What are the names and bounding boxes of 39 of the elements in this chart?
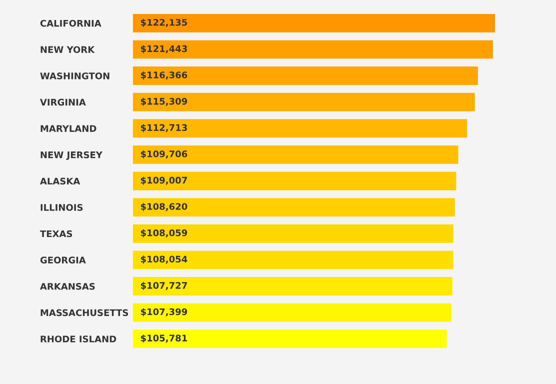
y-tick-label: RHODE ISLAND [40, 336, 116, 342]
y-tick-label: MARYLAND [40, 125, 96, 132]
data-label: $109,007 [140, 176, 187, 185]
data-label: $122,135 [140, 18, 188, 27]
y-tick-label: GEORGIA [40, 256, 86, 264]
data-label: $108,059 [140, 229, 188, 238]
bar [133, 66, 478, 85]
bar [133, 250, 454, 270]
y-tick-label: ARKANSAS [40, 282, 95, 290]
bar [133, 119, 468, 138]
bar [133, 303, 452, 322]
data-label: $107,399 [140, 308, 188, 316]
data-label: $108,054 [140, 256, 188, 264]
bar [133, 277, 452, 296]
bar [133, 14, 496, 32]
y-tick-label: ALASKA [40, 178, 80, 185]
y-tick-label: NEW YORK [40, 46, 95, 54]
bar [133, 330, 447, 348]
y-tick-label: WASHINGTON [40, 72, 110, 80]
y-tick-label: VIRGINIA [40, 98, 86, 106]
data-label: $116,366 [140, 71, 188, 80]
y-tick-label: CALIFORNIA [40, 20, 102, 27]
bar [133, 224, 454, 243]
data-label: $105,781 [140, 334, 188, 343]
bar [133, 145, 458, 164]
y-tick-label: ILLINOIS [40, 204, 83, 211]
bar [133, 172, 456, 190]
bar [133, 40, 493, 59]
y-tick-label: NEW JERSEY [40, 151, 103, 160]
y-tick-label: MASSACHUSETTS [40, 309, 128, 316]
y-tick-label: TEXAS [40, 230, 72, 238]
bar [133, 92, 475, 112]
data-label: $109,706 [140, 150, 188, 159]
data-label: $115,309 [140, 98, 188, 106]
data-label: $108,620 [140, 202, 188, 212]
bar [133, 198, 455, 217]
data-label: $121,443 [140, 45, 187, 54]
data-label: $107,727 [140, 282, 187, 290]
data-label: $112,713 [140, 124, 187, 132]
